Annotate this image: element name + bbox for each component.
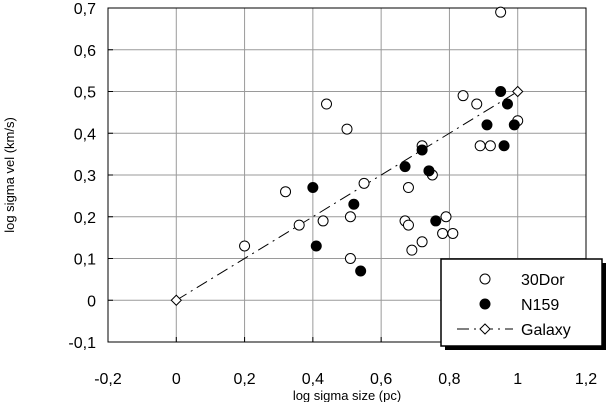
point-30dor: [406, 244, 418, 256]
point-n159: [348, 198, 360, 210]
point-30dor: [402, 219, 414, 231]
legend-label-n159: N159: [521, 297, 559, 314]
point-30dor: [447, 227, 459, 239]
legend-marker-30dor: [479, 273, 491, 285]
point-n159: [430, 215, 442, 227]
point-n159: [310, 240, 322, 252]
point-30dor: [495, 6, 507, 18]
y-tick-label: 0,7: [74, 1, 96, 18]
point-30dor: [402, 182, 414, 194]
point-n159: [481, 119, 493, 131]
point-30dor: [239, 240, 251, 252]
x-tick-label: 0,6: [370, 371, 392, 388]
x-tick-label: 1,2: [575, 371, 597, 388]
point-30dor: [344, 211, 356, 223]
y-tick-label: 0,4: [74, 126, 96, 143]
y-tick-label: 0,3: [74, 168, 96, 185]
point-n159: [355, 265, 367, 277]
point-n159: [495, 86, 507, 97]
point-30dor: [280, 186, 292, 198]
point-n159: [498, 140, 510, 152]
point-n159: [508, 119, 520, 131]
y-tick-label: 0: [87, 293, 96, 310]
y-axis-label: log sigma vel (km/s): [2, 117, 17, 233]
point-30dor: [341, 123, 353, 135]
legend-box: [440, 258, 603, 347]
legend-label-30dor: 30Dor: [521, 272, 565, 289]
point-30dor: [317, 215, 329, 227]
x-tick-label: -0,2: [94, 371, 122, 388]
legend-marker-galaxy: [479, 323, 491, 335]
point-galaxy: [170, 294, 182, 306]
point-30dor: [440, 211, 452, 223]
point-30dor: [416, 236, 428, 248]
x-tick-label: 0: [172, 371, 181, 388]
legend-marker-n159: [479, 298, 491, 310]
point-30dor: [484, 140, 496, 152]
y-tick-label: 0,1: [74, 252, 96, 269]
y-tick-label: 0,5: [74, 85, 96, 102]
x-tick-label: 0,8: [438, 371, 460, 388]
point-galaxy: [512, 85, 524, 98]
galaxy-line: [176, 91, 518, 301]
point-30dor: [457, 90, 469, 102]
y-tick-label: -0,1: [68, 335, 96, 352]
data-points: [239, 6, 524, 277]
point-30dor: [293, 219, 305, 231]
point-30dor: [358, 177, 370, 189]
y-tick-label: 0,2: [74, 210, 96, 227]
x-tick-label: 0,4: [302, 371, 324, 388]
point-n159: [501, 98, 513, 110]
point-30dor: [344, 253, 356, 264]
x-tick-label: 0,2: [233, 371, 255, 388]
point-30dor: [437, 227, 449, 239]
x-axis-label: log sigma size (pc): [293, 388, 401, 402]
point-30dor: [321, 98, 333, 110]
point-n159: [399, 161, 411, 173]
point-n159: [416, 144, 428, 156]
point-30dor: [474, 140, 486, 152]
point-n159: [307, 182, 319, 194]
axis-ticks: -0,2 0 0,2 0,4 0,6 0,8 1 1,2 -0,1 0 0,1 0,2 0,3 0,4 0,…: [68, 1, 597, 388]
y-tick-label: 0,6: [74, 43, 96, 60]
x-tick-label: 1: [513, 371, 522, 388]
legend: 30Dor N159 Galaxy: [440, 258, 606, 350]
legend-label-galaxy: Galaxy: [521, 322, 571, 339]
point-n159: [423, 165, 435, 177]
point-30dor: [471, 98, 483, 110]
series-galaxy: [170, 85, 524, 306]
